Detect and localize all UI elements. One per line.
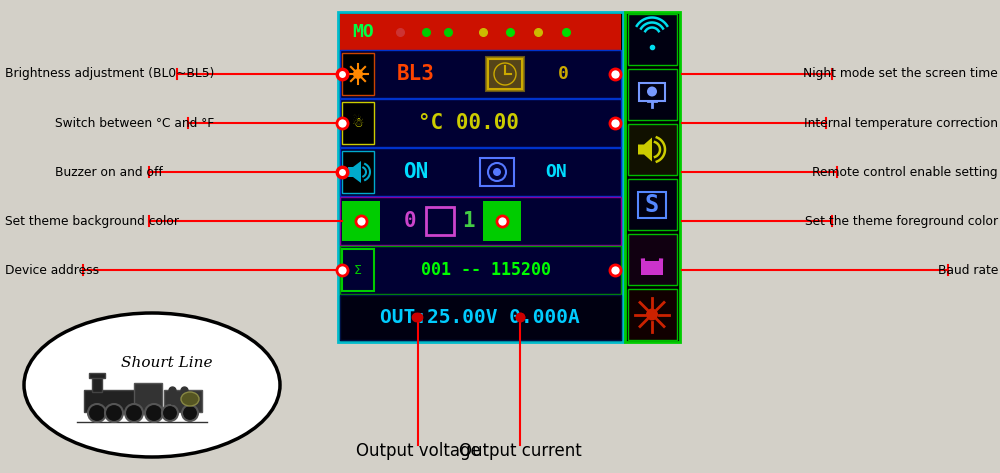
Text: Baud rate: Baud rate bbox=[938, 263, 998, 277]
Bar bbox=[486, 57, 524, 91]
Text: Σ: Σ bbox=[354, 263, 362, 277]
Circle shape bbox=[125, 404, 143, 422]
Bar bbox=[639, 84, 665, 102]
Polygon shape bbox=[348, 161, 361, 183]
Text: Night mode set the screen time: Night mode set the screen time bbox=[803, 68, 998, 80]
Text: MO: MO bbox=[352, 23, 374, 41]
Bar bbox=[483, 201, 521, 241]
Circle shape bbox=[162, 405, 178, 421]
Bar bbox=[340, 295, 621, 340]
Circle shape bbox=[105, 404, 123, 422]
Circle shape bbox=[647, 87, 657, 96]
Text: 0: 0 bbox=[404, 211, 416, 231]
Text: °C 00.00: °C 00.00 bbox=[418, 113, 518, 133]
Bar bbox=[628, 234, 677, 285]
Text: 1: 1 bbox=[462, 211, 474, 231]
Bar bbox=[625, 12, 680, 342]
Text: Device address: Device address bbox=[5, 263, 99, 277]
Bar bbox=[342, 151, 374, 193]
Circle shape bbox=[493, 168, 501, 176]
Text: Internal temperature correction: Internal temperature correction bbox=[804, 116, 998, 130]
Text: Shourt Line: Shourt Line bbox=[121, 356, 213, 370]
Bar bbox=[641, 261, 663, 274]
Bar bbox=[340, 197, 621, 245]
Bar bbox=[164, 390, 202, 412]
Bar bbox=[342, 201, 380, 241]
Text: OUT:25.00V 0.000A: OUT:25.00V 0.000A bbox=[380, 307, 580, 326]
Circle shape bbox=[145, 404, 163, 422]
Bar bbox=[628, 69, 677, 120]
Circle shape bbox=[182, 405, 198, 421]
Ellipse shape bbox=[24, 313, 280, 457]
Text: 001 -- 115200: 001 -- 115200 bbox=[421, 261, 551, 279]
Bar bbox=[628, 179, 677, 230]
Text: BL3: BL3 bbox=[397, 64, 435, 84]
Bar bbox=[628, 124, 677, 175]
Bar bbox=[338, 12, 623, 342]
Text: Set the theme foreground color: Set the theme foreground color bbox=[805, 214, 998, 228]
Bar bbox=[342, 102, 374, 144]
Text: Remote control enable setting: Remote control enable setting bbox=[812, 166, 998, 178]
Polygon shape bbox=[638, 138, 652, 161]
Text: 0: 0 bbox=[558, 65, 568, 83]
Circle shape bbox=[88, 404, 106, 422]
Bar bbox=[638, 192, 666, 218]
Bar bbox=[480, 158, 514, 186]
Bar bbox=[92, 377, 102, 392]
Bar bbox=[342, 53, 374, 95]
Text: Output voltage: Output voltage bbox=[356, 442, 480, 460]
Bar bbox=[89, 373, 105, 378]
Text: Buzzer on and off: Buzzer on and off bbox=[55, 166, 163, 178]
Bar bbox=[84, 390, 139, 412]
Bar bbox=[342, 249, 374, 291]
Bar bbox=[340, 14, 621, 50]
Text: ☃: ☃ bbox=[352, 116, 364, 130]
Text: ON: ON bbox=[403, 162, 429, 182]
Bar bbox=[340, 99, 621, 147]
Bar bbox=[488, 59, 522, 89]
Circle shape bbox=[353, 69, 363, 79]
Bar bbox=[628, 289, 677, 340]
Circle shape bbox=[646, 308, 658, 321]
Text: S: S bbox=[645, 193, 659, 217]
Bar bbox=[340, 148, 621, 196]
Ellipse shape bbox=[181, 392, 199, 406]
Bar bbox=[134, 383, 162, 412]
Bar bbox=[426, 207, 454, 235]
Text: Brightness adjustment (BL0~BL5): Brightness adjustment (BL0~BL5) bbox=[5, 68, 214, 80]
Bar bbox=[340, 246, 621, 294]
Text: Output current: Output current bbox=[459, 442, 581, 460]
Bar bbox=[340, 50, 621, 98]
Bar bbox=[628, 14, 677, 65]
Text: ON: ON bbox=[545, 163, 567, 181]
Text: Set theme background color: Set theme background color bbox=[5, 214, 179, 228]
Text: Switch between °C and °F: Switch between °C and °F bbox=[55, 116, 214, 130]
